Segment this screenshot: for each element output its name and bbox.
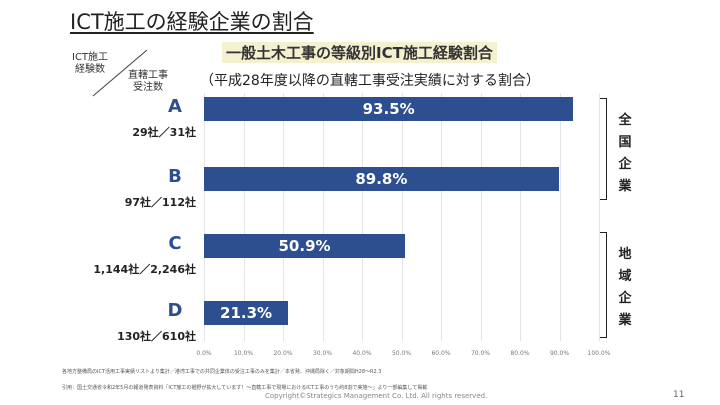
- gridline: [204, 93, 205, 341]
- x-tick-label: 40.0%: [352, 350, 372, 357]
- footnote-citation: 引用：国土交通省令和2年5月の報道発表資料「ICT施工の裾野が拡大しています！〜…: [62, 385, 428, 391]
- gridline: [441, 93, 442, 341]
- x-tick-label: 50.0%: [391, 350, 412, 357]
- x-tick-label: 0.0%: [196, 350, 212, 357]
- x-tick-label: 70.0%: [470, 350, 491, 357]
- x-tick-label: 100.0%: [587, 350, 611, 357]
- gridline: [322, 93, 324, 341]
- x-tick-label: 90.0%: [549, 350, 570, 357]
- category-label: D: [167, 300, 183, 321]
- page-title: ICT施工の経験企業の割合: [70, 10, 314, 34]
- bar-D: [204, 301, 289, 325]
- x-tick-label: 60.0%: [431, 350, 451, 357]
- gridline: [283, 93, 284, 341]
- category-label: B: [168, 166, 182, 187]
- x-tick-label: 30.0%: [312, 350, 333, 357]
- group-label-regional: 地域企業: [618, 247, 632, 328]
- bar-A: [204, 97, 574, 121]
- orders-header: 直轄工事 受注数: [128, 70, 168, 93]
- bar-value-label: 50.9%: [278, 237, 331, 255]
- x-tick-label: 10.0%: [233, 350, 254, 357]
- group-bracket-national: [600, 98, 607, 200]
- bar-value-label: 89.8%: [355, 170, 408, 188]
- x-tick-label: 20.0%: [273, 350, 293, 357]
- copyright: Copyright©Strategics Management Co. Ltd.…: [265, 392, 488, 400]
- group-label-national: 全国企業: [618, 113, 632, 194]
- chart-subtitle: （平成28年度以降の直轄工事受注実績に対する割合）: [200, 73, 540, 89]
- gridline: [362, 93, 363, 341]
- header-diagonal: [92, 49, 148, 97]
- gridline: [480, 93, 482, 341]
- gridline: [599, 93, 600, 341]
- gridline: [559, 93, 561, 341]
- bar-value-label: 93.5%: [362, 100, 415, 118]
- bar-B: [204, 167, 559, 191]
- gridline: [401, 93, 403, 341]
- count-label: 130社／610社: [117, 330, 196, 343]
- chart-title: 一般土木工事の等級別ICT施工経験割合: [222, 42, 497, 63]
- count-label: 1,144社／2,246社: [93, 263, 196, 276]
- gridline: [520, 93, 521, 341]
- category-label: C: [168, 233, 182, 254]
- footnote-source: 各地方整備局のICT活用工事実績リストより集計／港湾工事での共同企業体の受注工事…: [62, 369, 382, 375]
- group-bracket-regional: [600, 232, 607, 338]
- bar-value-label: 21.3%: [220, 304, 273, 322]
- gridline: [243, 93, 245, 341]
- ict-experience-header: ICT施工 経験数: [72, 52, 109, 75]
- x-tick-label: 80.0%: [510, 350, 530, 357]
- category-label: A: [168, 96, 182, 117]
- bar-C: [204, 234, 406, 258]
- page-number: 11: [673, 390, 685, 400]
- count-label: 29社／31社: [132, 126, 196, 139]
- count-label: 97社／112社: [124, 196, 196, 209]
